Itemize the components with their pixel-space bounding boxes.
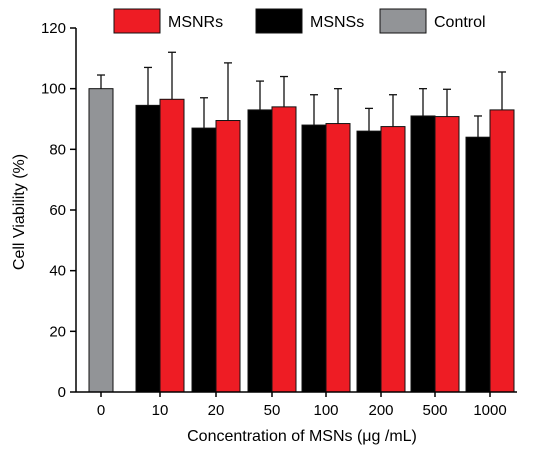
msnrs-bar — [325, 123, 351, 393]
y-tick-label: 20 — [49, 323, 66, 340]
x-tick-label: 500 — [422, 402, 447, 419]
msnss-bar — [410, 115, 436, 393]
y-tick-label: 0 — [58, 384, 66, 401]
msnrs-bar — [380, 126, 406, 393]
x-tick-label: 0 — [97, 402, 105, 419]
x-tick-label: 10 — [152, 402, 169, 419]
x-tick-label: 200 — [368, 402, 393, 419]
msnss-bar — [356, 130, 382, 393]
y-tick-label: 120 — [41, 20, 66, 37]
y-tick-label: 60 — [49, 202, 66, 219]
msnss-bar — [191, 127, 217, 393]
msnrs-bar — [159, 98, 185, 393]
y-tick-label: 80 — [49, 141, 66, 158]
axes-layer: 0 10 20 50 100 200 500 1000 0 20 40 60 80 100 120 — [41, 20, 517, 419]
control-bar — [88, 88, 114, 393]
legend: MSNRs MSNSs Control — [113, 8, 486, 34]
msnss-bar — [247, 109, 273, 393]
msnss-bar — [301, 124, 327, 393]
x-tick-label: 50 — [264, 402, 281, 419]
y-tick-label: 100 — [41, 81, 66, 98]
legend-swatch — [113, 8, 161, 34]
y-tick-label: 40 — [49, 263, 66, 280]
legend-label: MSNRs — [168, 14, 223, 31]
legend-label: MSNSs — [310, 14, 364, 31]
y-axis-label: Cell Viability (%) — [11, 154, 28, 270]
legend-swatch — [255, 8, 303, 34]
x-tick-label: 1000 — [473, 402, 506, 419]
msnrs-bar — [271, 106, 297, 393]
bars-layer — [88, 51, 515, 393]
msnrs-bar — [434, 116, 460, 393]
msnrs-bar — [489, 109, 515, 393]
msnss-bar — [465, 136, 491, 393]
msnrs-bar — [215, 120, 241, 393]
x-tick-label: 20 — [208, 402, 225, 419]
x-tick-label: 100 — [313, 402, 338, 419]
legend-swatch — [379, 8, 427, 34]
x-axis-label: Concentration of MSNs (μg /mL) — [187, 428, 417, 445]
msnss-bar — [135, 104, 161, 393]
legend-label: Control — [434, 14, 486, 31]
